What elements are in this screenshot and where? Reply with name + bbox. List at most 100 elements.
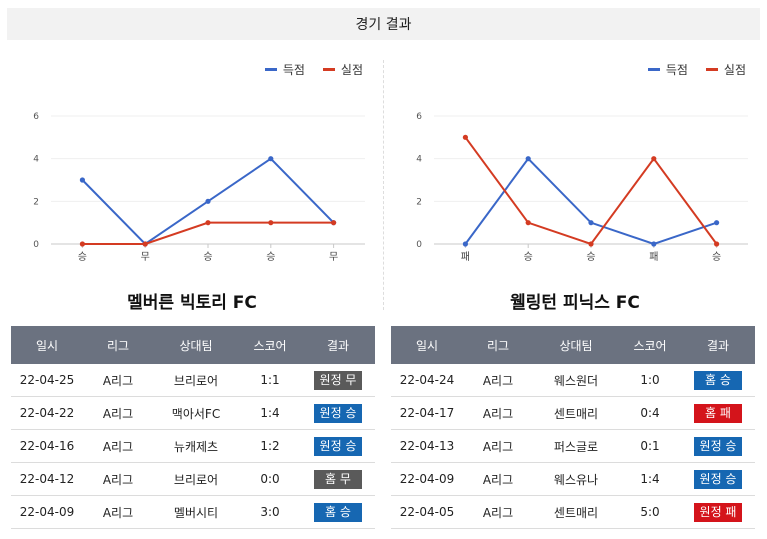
series-line-conceded: [82, 221, 334, 245]
column-header-league: 리그: [463, 326, 533, 364]
result-badge: 홈 무: [314, 469, 362, 489]
column-header-result: 결과: [681, 326, 755, 364]
cell-date: 22-04-09: [391, 462, 463, 496]
y-tick-label: 6: [416, 112, 422, 122]
column-header-league: 리그: [83, 326, 153, 364]
x-tick-label: 패: [649, 251, 658, 263]
table-row: 22-04-13 A리그 퍼스글로 0:1 원정 승: [391, 429, 755, 463]
cell-league: A리그: [83, 495, 153, 529]
cell-opponent: 웨스유나: [533, 462, 619, 496]
page-title-bar: 경기 결과: [7, 8, 760, 40]
cell-opponent: 웨스원더: [533, 364, 619, 397]
cell-date: 22-04-12: [11, 462, 83, 496]
table-row: 22-04-22 A리그 맥아서FC 1:4 원정 승: [11, 396, 375, 430]
table-row: 22-04-25 A리그 브리로어 1:1 원정 무: [11, 364, 375, 397]
data-point-conceded: [588, 241, 594, 247]
cell-date: 22-04-09: [11, 495, 83, 529]
legend-swatch-scored: [264, 68, 277, 71]
legend-item-scored[interactable]: 득점: [647, 61, 688, 78]
cell-result: 원정 승: [301, 429, 375, 463]
legend-item-scored[interactable]: 득점: [264, 61, 305, 78]
cell-score: 1:2: [239, 429, 301, 463]
cell-score: 1:4: [239, 396, 301, 430]
cell-score: 1:0: [619, 364, 681, 397]
team-name-wellington: 웰링턴 피닉스 FC: [510, 293, 640, 313]
team-name-melbourne: 멜버른 빅토리 FC: [127, 293, 257, 313]
x-tick-label: 승: [266, 251, 275, 263]
x-tick-label: 승: [524, 251, 533, 263]
table-row: 22-04-05 A리그 센트매리 5:0 원정 패: [391, 495, 755, 529]
column-header-date: 일시: [11, 326, 83, 364]
data-point-conceded: [462, 134, 468, 140]
legend-item-conceded[interactable]: 실점: [705, 61, 746, 78]
y-tick-label: 0: [33, 240, 39, 250]
legend-item-conceded[interactable]: 실점: [322, 61, 363, 78]
x-tick-label: 승: [586, 251, 595, 263]
result-badge: 홈 승: [314, 502, 362, 522]
table-row: 22-04-09 A리그 멜버시티 3:0 홈 승: [11, 495, 375, 529]
y-tick-label: 2: [416, 197, 422, 207]
legend-swatch-conceded: [705, 68, 718, 71]
y-tick-label: 2: [33, 197, 39, 207]
x-tick-label: 무: [141, 252, 150, 263]
column-header-score: 스코어: [239, 326, 301, 364]
cell-result: 원정 패: [681, 495, 755, 529]
cell-opponent: 뉴캐제츠: [153, 429, 239, 463]
series-line-conceded: [464, 136, 718, 246]
cell-result: 홈 승: [301, 495, 375, 529]
column-header-opponent: 상대팀: [533, 326, 619, 364]
cell-score: 0:1: [619, 429, 681, 463]
data-point-conceded: [714, 241, 720, 247]
cell-score: 0:4: [619, 396, 681, 430]
legend-swatch-conceded: [322, 68, 335, 71]
column-header-opponent: 상대팀: [153, 326, 239, 364]
data-point-scored: [205, 198, 211, 204]
chart-panel-wellington: 득점 실점 0 2 4 6 패 승 승 패 승 웰링턴 피닉스 FC: [390, 48, 760, 320]
table-row: 22-04-16 A리그 뉴캐제츠 1:2 원정 승: [11, 429, 375, 463]
line-chart-wellington: 0 2 4 6 패 승 승 패 승: [416, 112, 748, 263]
y-tick-label: 6: [33, 112, 39, 122]
cell-date: 22-04-24: [391, 364, 463, 397]
x-tick-label: 무: [329, 252, 338, 263]
cell-date: 22-04-05: [391, 495, 463, 529]
x-tick-label: 승: [78, 251, 87, 263]
x-tick-label: 패: [461, 251, 470, 263]
data-point-scored: [462, 241, 468, 247]
data-point-scored: [525, 156, 531, 162]
cell-score: 1:4: [619, 462, 681, 496]
cell-score: 0:0: [239, 462, 301, 496]
cell-date: 22-04-25: [11, 364, 83, 397]
y-tick-label: 4: [416, 155, 422, 165]
y-tick-label: 0: [416, 240, 422, 250]
result-badge: 원정 무: [314, 370, 362, 390]
data-point-scored: [714, 220, 720, 226]
data-point-conceded: [331, 220, 337, 226]
result-badge: 원정 승: [694, 436, 742, 456]
data-point-conceded: [651, 156, 657, 162]
cell-league: A리그: [463, 396, 533, 430]
table-row: 22-04-09 A리그 웨스유나 1:4 원정 승: [391, 462, 755, 496]
results-table-wellington: 일시 리그 상대팀 스코어 결과 22-04-24 A리그 웨스원더 1:0 홈 승 22…: [391, 326, 755, 529]
table-row: 22-04-12 A리그 브리로어 0:0 홈 무: [11, 462, 375, 496]
cell-result: 홈 승: [681, 364, 755, 397]
legend-label-conceded: 실점: [723, 63, 746, 77]
data-point-conceded: [142, 241, 148, 247]
data-point-scored: [79, 177, 85, 183]
legend-swatch-scored: [647, 68, 660, 71]
cell-date: 22-04-13: [391, 429, 463, 463]
cell-league: A리그: [83, 364, 153, 397]
cell-opponent: 센트매리: [533, 495, 619, 529]
column-header-result: 결과: [301, 326, 375, 364]
data-point-conceded: [525, 220, 531, 226]
result-badge: 원정 승: [314, 403, 362, 423]
line-chart-melbourne: 0 2 4 6 승 무 승 승 무: [33, 112, 365, 263]
cell-date: 22-04-17: [391, 396, 463, 430]
cell-league: A리그: [463, 429, 533, 463]
data-point-scored: [651, 241, 657, 247]
result-badge: 홈 승: [694, 370, 742, 390]
cell-league: A리그: [463, 495, 533, 529]
panel-divider: [383, 60, 384, 310]
cell-league: A리그: [463, 462, 533, 496]
legend-label-conceded: 실점: [340, 63, 363, 77]
